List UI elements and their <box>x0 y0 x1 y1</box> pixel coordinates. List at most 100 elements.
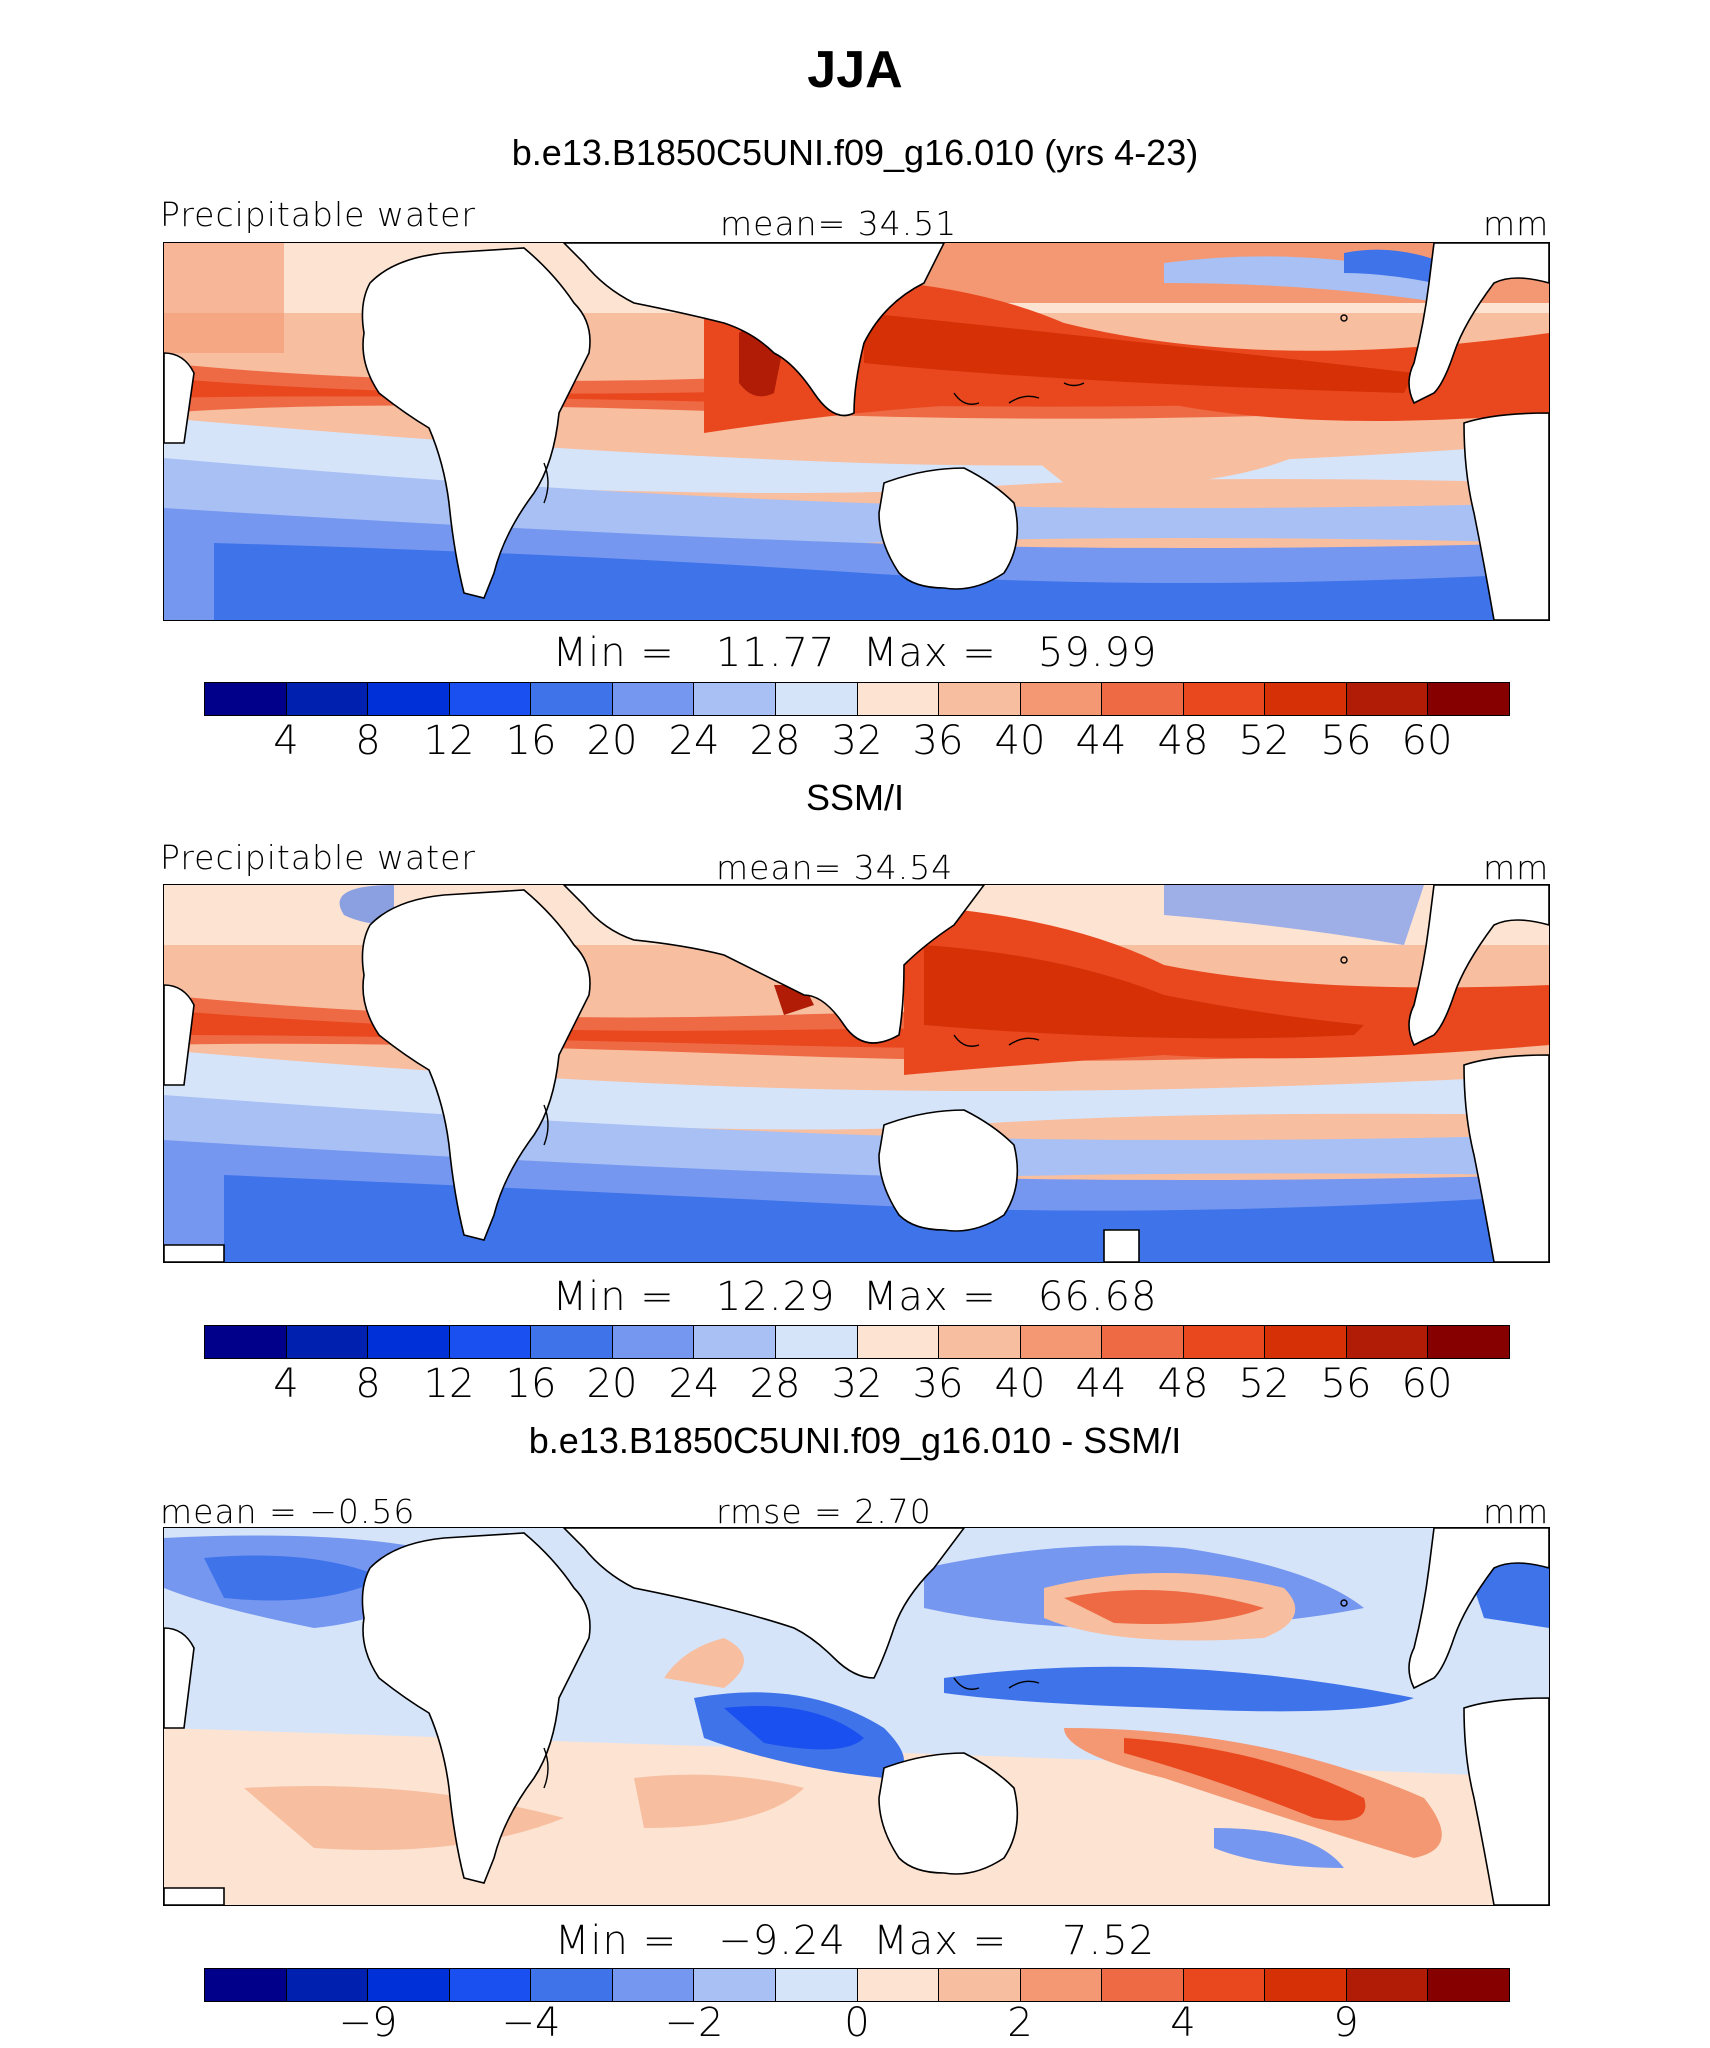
colorbar-swatch <box>1020 1326 1103 1358</box>
colorbar-swatch <box>1265 1969 1347 2001</box>
tick-label: 4 <box>273 1361 299 1407</box>
colorbar-swatch <box>1102 683 1184 715</box>
tick-label: 52 <box>1238 718 1290 764</box>
tick-label: 8 <box>355 1361 381 1407</box>
colorbar-swatch <box>612 1969 695 2001</box>
panel-3-rmse-label: rmse = 2.70 <box>716 1492 932 1531</box>
tick-label: 28 <box>749 718 801 764</box>
colorbar-swatch <box>1183 1326 1266 1358</box>
colorbar-swatch <box>1102 1326 1184 1358</box>
colorbar-swatch <box>1346 1969 1429 2001</box>
colorbar-swatch <box>531 1326 613 1358</box>
panel-2-variable-label: Precipitable water <box>160 838 476 877</box>
colorbar-swatch <box>612 1326 695 1358</box>
tick-label: 56 <box>1320 718 1372 764</box>
tick-label: 24 <box>668 1361 720 1407</box>
tick-label: 32 <box>831 1361 883 1407</box>
colorbar-swatch <box>694 1969 776 2001</box>
tick-label: 48 <box>1157 718 1209 764</box>
tick-label: 12 <box>423 718 475 764</box>
colorbar-swatch <box>368 1326 450 1358</box>
colorbar-swatch <box>286 683 369 715</box>
colorbar-swatch <box>205 1969 287 2001</box>
tick-label: 36 <box>912 718 964 764</box>
tick-label: 36 <box>912 1361 964 1407</box>
colorbar-swatch <box>1346 683 1429 715</box>
colorbar-swatch <box>368 1969 450 2001</box>
colorbar-swatch <box>1102 1969 1184 2001</box>
colorbar-swatch <box>612 683 695 715</box>
colorbar-swatch <box>1346 1326 1429 1358</box>
colorbar-swatch <box>1265 683 1347 715</box>
colorbar-swatch <box>1183 683 1266 715</box>
tick-label: 40 <box>994 718 1046 764</box>
panel-2-tick-labels: 4 8 12 16 20 24 28 32 36 40 44 48 52 56 … <box>0 1361 1710 1411</box>
tick-label: 4 <box>273 718 299 764</box>
panel-1-colorbar <box>204 682 1510 716</box>
panel-2-minmax: Min = 12.29 Max = 66.68 <box>552 1274 1158 1320</box>
tick-label: 8 <box>355 718 381 764</box>
tick-label: −4 <box>501 2000 561 2046</box>
colorbar-swatch <box>531 683 613 715</box>
colorbar-swatch <box>1183 1969 1266 2001</box>
colorbar-swatch <box>939 1326 1021 1358</box>
tick-label: 20 <box>586 718 638 764</box>
tick-label: 4 <box>1170 2000 1196 2046</box>
colorbar-swatch <box>857 1969 940 2001</box>
tick-label: −2 <box>664 2000 724 2046</box>
panel-2-mean-label: mean= 34.54 <box>716 848 954 887</box>
colorbar-swatch <box>286 1326 369 1358</box>
panel-1-unit-label: mm <box>1483 204 1550 243</box>
colorbar-swatch <box>775 1326 858 1358</box>
panel-3-colorbar <box>204 1968 1510 2002</box>
colorbar-swatch <box>1020 683 1103 715</box>
colorbar-swatch <box>694 683 776 715</box>
panel-1-heading: b.e13.B1850C5UNI.f09_g16.010 (yrs 4-23) <box>511 132 1199 173</box>
colorbar-swatch <box>775 683 858 715</box>
tick-label: 28 <box>749 1361 801 1407</box>
colorbar-swatch <box>1020 1969 1103 2001</box>
colorbar-swatch <box>1428 683 1509 715</box>
colorbar-swatch <box>694 1326 776 1358</box>
tick-label: 60 <box>1401 1361 1453 1407</box>
colorbar-swatch <box>939 1969 1021 2001</box>
tick-label: 32 <box>831 718 883 764</box>
tick-label: 9 <box>1333 2000 1359 2046</box>
colorbar-swatch <box>1428 1969 1509 2001</box>
panel-3-heading: b.e13.B1850C5UNI.f09_g16.010 - SSM/I <box>528 1420 1182 1461</box>
panel-1-variable-label: Precipitable water <box>160 195 476 234</box>
tick-label: 52 <box>1238 1361 1290 1407</box>
tick-label: 2 <box>1007 2000 1033 2046</box>
tick-label: 48 <box>1157 1361 1209 1407</box>
colorbar-swatch <box>449 1969 532 2001</box>
panel-2-map <box>163 884 1550 1263</box>
colorbar-swatch <box>449 683 532 715</box>
colorbar-swatch <box>939 683 1021 715</box>
tick-label: 60 <box>1401 718 1453 764</box>
colorbar-swatch <box>205 683 287 715</box>
tick-label: 40 <box>994 1361 1046 1407</box>
tick-label: 12 <box>423 1361 475 1407</box>
panel-1-tick-labels: 4 8 12 16 20 24 28 32 36 40 44 48 52 56 … <box>0 718 1710 768</box>
colorbar-swatch <box>368 683 450 715</box>
figure-title: JJA <box>807 41 903 99</box>
tick-label: 16 <box>505 1361 557 1407</box>
panel-3-unit-label: mm <box>1483 1492 1550 1531</box>
panel-2-unit-label: mm <box>1483 848 1550 887</box>
colorbar-swatch <box>775 1969 858 2001</box>
colorbar-swatch <box>857 1326 940 1358</box>
panel-1-mean-label: mean= 34.51 <box>720 204 958 243</box>
colorbar-swatch <box>1428 1326 1509 1358</box>
panel-3-minmax: Min = −9.24 Max = 7.52 <box>554 1918 1156 1964</box>
tick-label: 24 <box>668 718 720 764</box>
tick-label: −9 <box>338 2000 398 2046</box>
colorbar-swatch <box>1265 1326 1347 1358</box>
colorbar-swatch <box>531 1969 613 2001</box>
panel-3-tick-labels: −9 −4 −2 0 2 4 9 <box>0 2000 1710 2048</box>
colorbar-swatch <box>857 683 940 715</box>
tick-label: 16 <box>505 718 557 764</box>
tick-label: 44 <box>1075 718 1127 764</box>
panel-1-map <box>163 242 1550 621</box>
tick-label: 56 <box>1320 1361 1372 1407</box>
panel-3-map <box>163 1527 1550 1906</box>
